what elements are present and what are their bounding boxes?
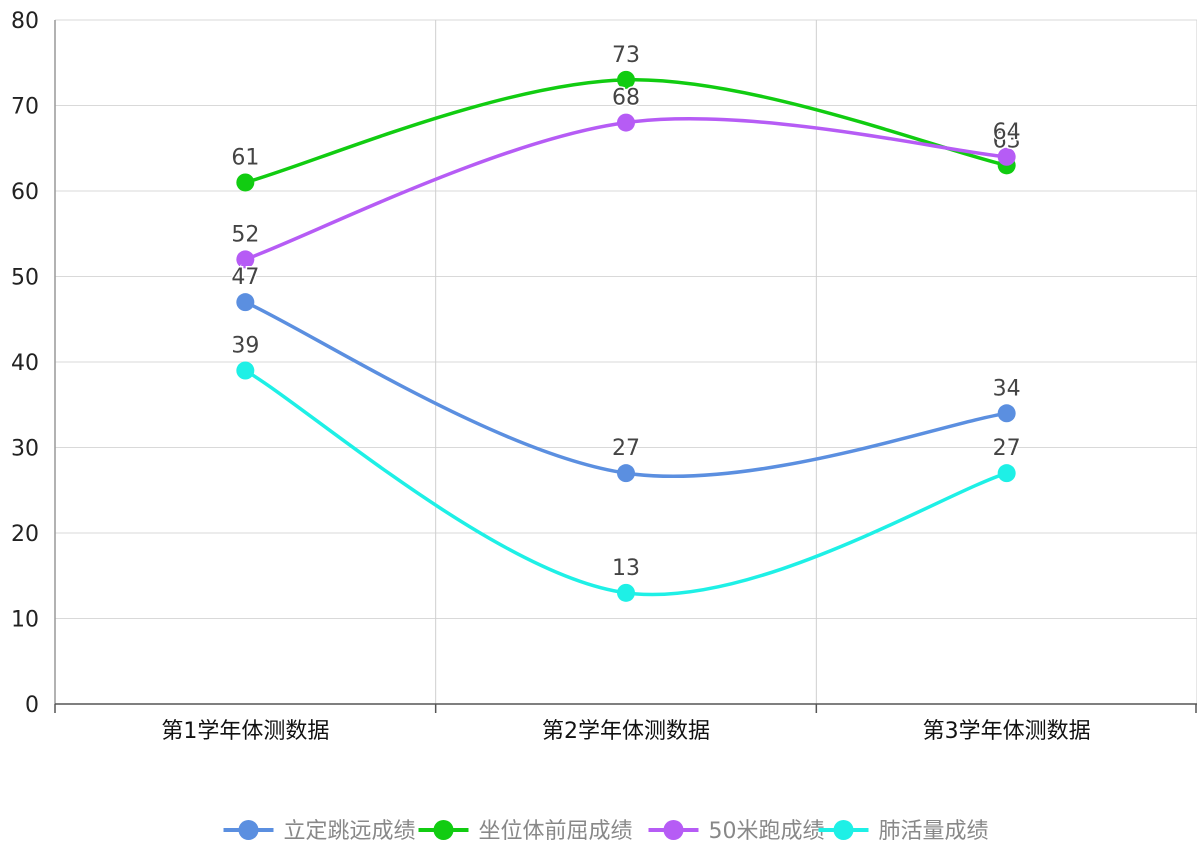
data-label: 39 xyxy=(231,334,259,359)
legend-label: 50米跑成绩 xyxy=(709,819,825,844)
data-label: 73 xyxy=(612,43,640,68)
data-label: 13 xyxy=(612,556,640,581)
data-point[interactable] xyxy=(997,464,1016,483)
x-tick-label: 第1学年体测数据 xyxy=(161,719,329,744)
legend[interactable]: 立定跳远成绩 坐位体前屈成绩 50米跑成绩 肺活量成绩 xyxy=(223,819,989,844)
data-point[interactable] xyxy=(617,70,635,89)
data-label: 61 xyxy=(231,145,259,170)
y-tick-label: 60 xyxy=(11,180,39,205)
legend-label: 立定跳远成绩 xyxy=(284,819,416,844)
y-tick-label: 10 xyxy=(11,608,39,633)
data-point[interactable] xyxy=(617,113,635,132)
legend-label: 坐位体前屈成绩 xyxy=(479,819,633,844)
y-tick-label: 80 xyxy=(11,9,39,34)
x-tick-label: 第3学年体测数据 xyxy=(923,719,1091,744)
y-tick-label: 30 xyxy=(11,437,39,462)
data-point[interactable] xyxy=(617,583,635,602)
y-tick-label: 50 xyxy=(11,266,39,291)
legend-marker xyxy=(663,820,684,840)
data-point[interactable] xyxy=(236,361,255,380)
data-labels: 47 27 34 61 73 63 52 68 64 39 13 27 xyxy=(230,41,1022,582)
legend-item[interactable]: 坐位体前屈成绩 xyxy=(418,819,633,844)
data-point[interactable] xyxy=(997,404,1016,423)
legend-marker xyxy=(833,820,854,840)
data-label: 63 xyxy=(993,128,1021,153)
data-label: 64 xyxy=(993,120,1021,145)
y-tick-label: 0 xyxy=(25,693,39,718)
legend-item[interactable]: 50米跑成绩 xyxy=(648,819,825,844)
y-tick-label: 70 xyxy=(11,95,39,120)
data-label: 27 xyxy=(612,436,640,461)
y-tick-label: 20 xyxy=(11,522,39,547)
data-point[interactable] xyxy=(236,250,255,269)
data-label: 47 xyxy=(231,265,259,290)
legend-label: 肺活量成绩 xyxy=(879,819,989,844)
data-point[interactable] xyxy=(997,147,1016,166)
axes: 0 10 20 30 40 50 60 70 80 第1学年体测数据 第2学年体测数据 第3学年体测数… xyxy=(11,9,1197,744)
data-label: 34 xyxy=(993,376,1021,401)
data-label: 27 xyxy=(993,436,1021,461)
legend-marker xyxy=(433,820,454,840)
series-line xyxy=(244,117,1007,262)
x-tick-label: 第2学年体测数据 xyxy=(542,719,710,744)
legend-item[interactable]: 立定跳远成绩 xyxy=(223,819,416,844)
data-label: 68 xyxy=(612,86,640,111)
data-point[interactable] xyxy=(617,464,635,483)
data-point[interactable] xyxy=(236,293,255,312)
data-label: 52 xyxy=(231,222,259,247)
legend-marker xyxy=(238,820,259,840)
data-point[interactable] xyxy=(236,173,255,192)
y-tick-label: 40 xyxy=(11,351,39,376)
series-layer xyxy=(236,70,1016,602)
legend-item[interactable]: 肺活量成绩 xyxy=(818,819,989,844)
